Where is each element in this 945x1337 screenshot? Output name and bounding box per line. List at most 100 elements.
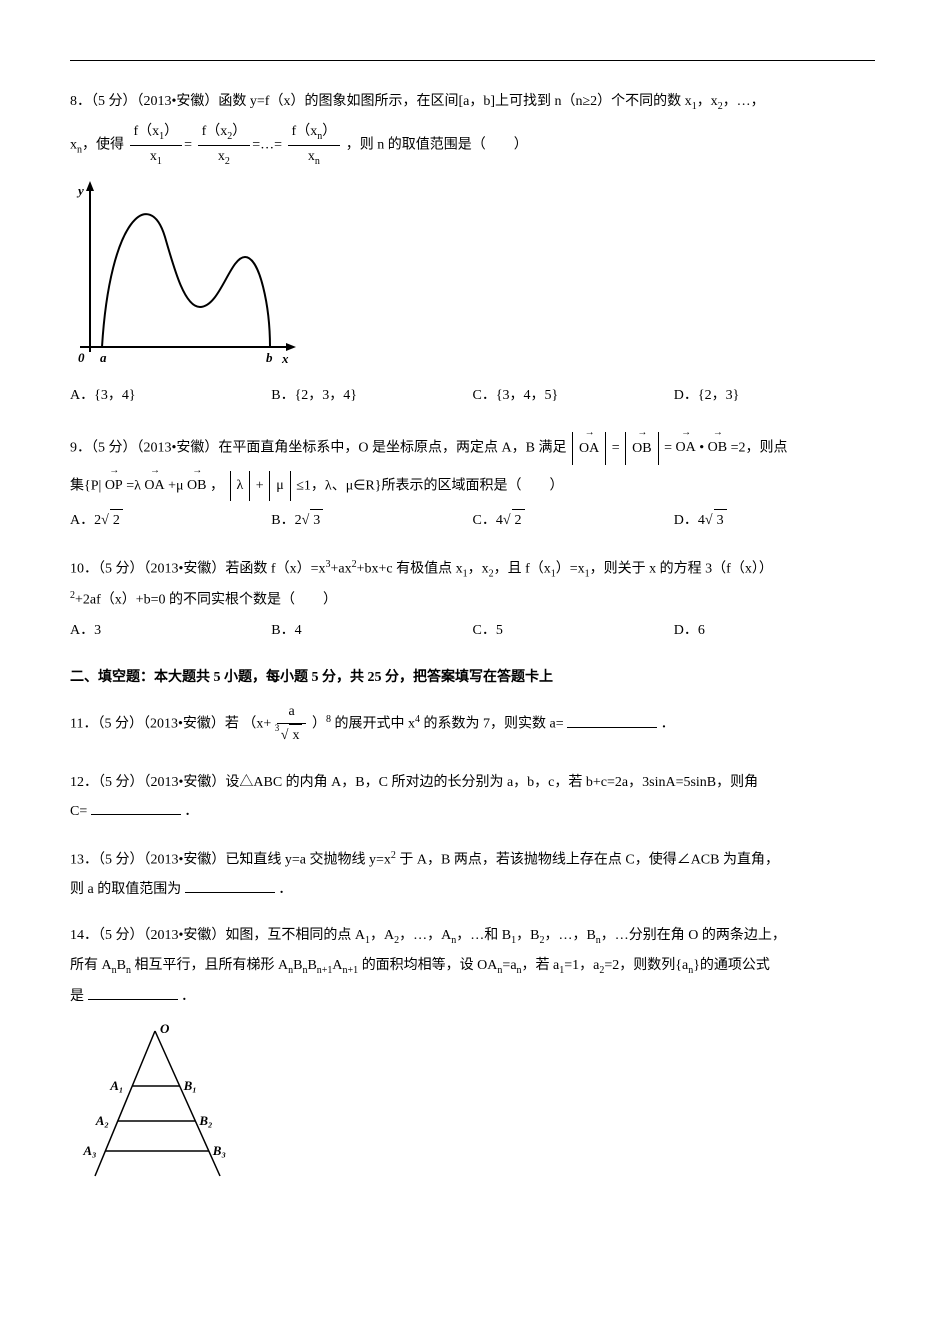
question-13: 13．（5 分）（2013•安徽）已知直线 y=a 交抛物线 y=x2 于 A，… [70,848,875,901]
page-rule [70,60,875,61]
q10-t8: +2af（x）+b=0 的不同实根个数是（ ） [75,593,337,608]
q9-abs-l: λ [230,471,251,502]
q8-graph: 0abxy [70,177,300,377]
q8-sub1: 1 [692,101,697,112]
q14-u3: 相互平行，且所有梯形 A [131,958,288,973]
q14-t5: ，B [516,928,539,943]
q9-set2: =λ [126,478,141,493]
q9-set3: +μ [168,478,183,493]
q14-t3a: 是 [70,989,84,1004]
q8-frac2: f（x2） x2 [198,121,251,170]
q8-optD: D．{2，3} [674,385,875,407]
q9-optA-rad [101,513,109,528]
q8-text3: ，则 n 的取值范围是（ ） [346,137,528,152]
q11-period: ． [661,717,675,732]
q14-t4: ，…和 B [456,928,511,943]
q12-t2: C= [70,804,87,819]
q10-t6: ）=x [556,561,585,576]
q11-lp: （x+ [242,717,271,732]
q11-frac: a 3√x [277,701,307,748]
cbrt-root: 3 [275,721,280,735]
q14-graph: OA₁B₁A₂B₂A₃B₃ [70,1016,240,1186]
q14-u12: }的通项公式 [693,958,770,973]
q9-line1: 9．（5 分）（2013•安徽）在平面直角坐标系中，O 是坐标原点，两定点 A，… [70,432,875,465]
q14-u2: B [117,958,126,973]
q9-plus: + [256,478,264,493]
q11-rp: ） [312,717,326,732]
q9-vec-ob: OB [632,432,651,465]
q11-blank [567,713,657,728]
q14-t7: ，…分别在角 O 的两条边上， [601,928,786,943]
q13-t1b: 于 A，B 两点，若该抛物线上存在点 C，使得∠ACB 为直角， [396,852,779,867]
q11-pre: 11．（5 分）（2013•安徽）若 [70,717,242,732]
q8-frac1: f（x1） x1 [130,121,183,170]
q12-period: ． [184,804,198,819]
q14-uan1: n+1 [343,965,359,976]
q8-optB: B．{2，3，4} [271,385,472,407]
q8-frac2-num: f（x2） [198,121,251,146]
q8-frac1-num: f（x1） [130,121,183,146]
q10-t5: ，且 f（x [494,561,551,576]
q9-vec-ob3: OB [187,473,206,497]
q9-eq1: = [612,440,620,455]
q14-u1: 所有 A [70,958,112,973]
q9-line2: 集{P| OP =λ OA +μ OB ， λ + μ ≤1，λ、μ∈R}所表示… [70,471,875,502]
q10-t3: +bx+c 有极值点 x [357,561,463,576]
q10-t7: ，则关于 x 的方程 3（f（x）） [590,561,773,576]
q13-t1: 13．（5 分）（2013•安徽）已知直线 y=a 交抛物线 y=x [70,852,391,867]
svg-text:B₂: B₂ [198,1113,212,1128]
q10-t2: +ax [330,561,351,576]
question-9: 9．（5 分）（2013•安徽）在平面直角坐标系中，O 是坐标原点，两定点 A，… [70,432,875,533]
q11-post: 的展开式中 x [334,717,415,732]
q14-line2: 所有 AnBn 相互平行，且所有梯形 AnBnBn+1An+1 的面积均相等，设… [70,955,875,979]
q9-abs-m: μ [269,471,291,502]
q9-options: A．22 B．23 C．42 D．43 [70,509,875,532]
q14-u5: B [307,958,316,973]
q9-cond: ≤1，λ、μ∈R}所表示的区域面积是（ ） [296,478,563,493]
q8-options: A．{3，4} B．{2，3，4} C．{3，4，5} D．{2，3} [70,385,875,407]
q8-line2: xn，使得 f（x1） x1 = f（x2） x2 =…= f（xn） xn ，… [70,121,875,170]
q10-optA: A．3 [70,620,271,642]
q9-optB-l: B． [271,513,294,528]
svg-text:A₃: A₃ [82,1143,96,1158]
q9-eq2b: =2，则点 [731,440,788,455]
svg-text:O: O [160,1021,170,1036]
q14-t1: 14．（5 分）（2013•安徽）如图，互不相同的点 A [70,928,365,943]
q9-optB-rad [302,513,310,528]
q9-set4: ， [210,478,224,493]
q9-abs-ob: OB [625,432,658,465]
q13-period: ． [278,882,292,897]
q12-line1: 12．（5 分）（2013•安徽）设△ABC 的内角 A，B，C 所对边的长分别… [70,772,875,794]
q9-optD-s: 3 [714,509,727,532]
svg-text:a: a [100,350,107,365]
q14-graph-box: OA₁B₁A₂B₂A₃B₃ [70,1016,875,1186]
q14-u10: =1，a [564,958,599,973]
q11-post2: 的系数为 7，则实数 a= [420,717,564,732]
q10-line2: 2+2af（x）+b=0 的不同实根个数是（ ） [70,588,875,612]
q8-fracn-den: xn [288,146,341,170]
question-11: 11．（5 分）（2013•安徽）若 （x+ a 3√x ）8 的展开式中 x4… [70,701,875,748]
q8-fracn-num: f（xn） [288,121,341,146]
q14-period: ． [181,989,195,1004]
question-12: 12．（5 分）（2013•安徽）设△ABC 的内角 A，B，C 所对边的长分别… [70,772,875,824]
q14-t2: ，A [370,928,394,943]
q8-optA: A．{3，4} [70,385,271,407]
q14-blank [88,985,178,1000]
q9-optC-v: 4 [496,513,503,528]
q9-optC-s: 2 [512,509,525,532]
q14-ubn1: n+1 [317,965,333,976]
cbrt-icon: 3√ [281,725,289,747]
q13-t2: 则 a 的取值范围为 [70,882,181,897]
q9-vec-ob2: OB [708,435,727,459]
q14-u8: =a [502,958,516,973]
q10-options: A．3 B．4 C．5 D．6 [70,620,875,642]
svg-text:B₃: B₃ [212,1143,226,1158]
q8-frac1-den: x1 [130,146,183,170]
q14-t3: ，…，A [399,928,451,943]
q9-optD-l: D． [674,513,698,528]
svg-text:A₂: A₂ [95,1113,109,1128]
q9-eq2a: = [664,440,672,455]
svg-text:x: x [281,351,289,366]
q9-optA-s: 2 [110,509,123,532]
q11-den-x: x [289,724,302,747]
